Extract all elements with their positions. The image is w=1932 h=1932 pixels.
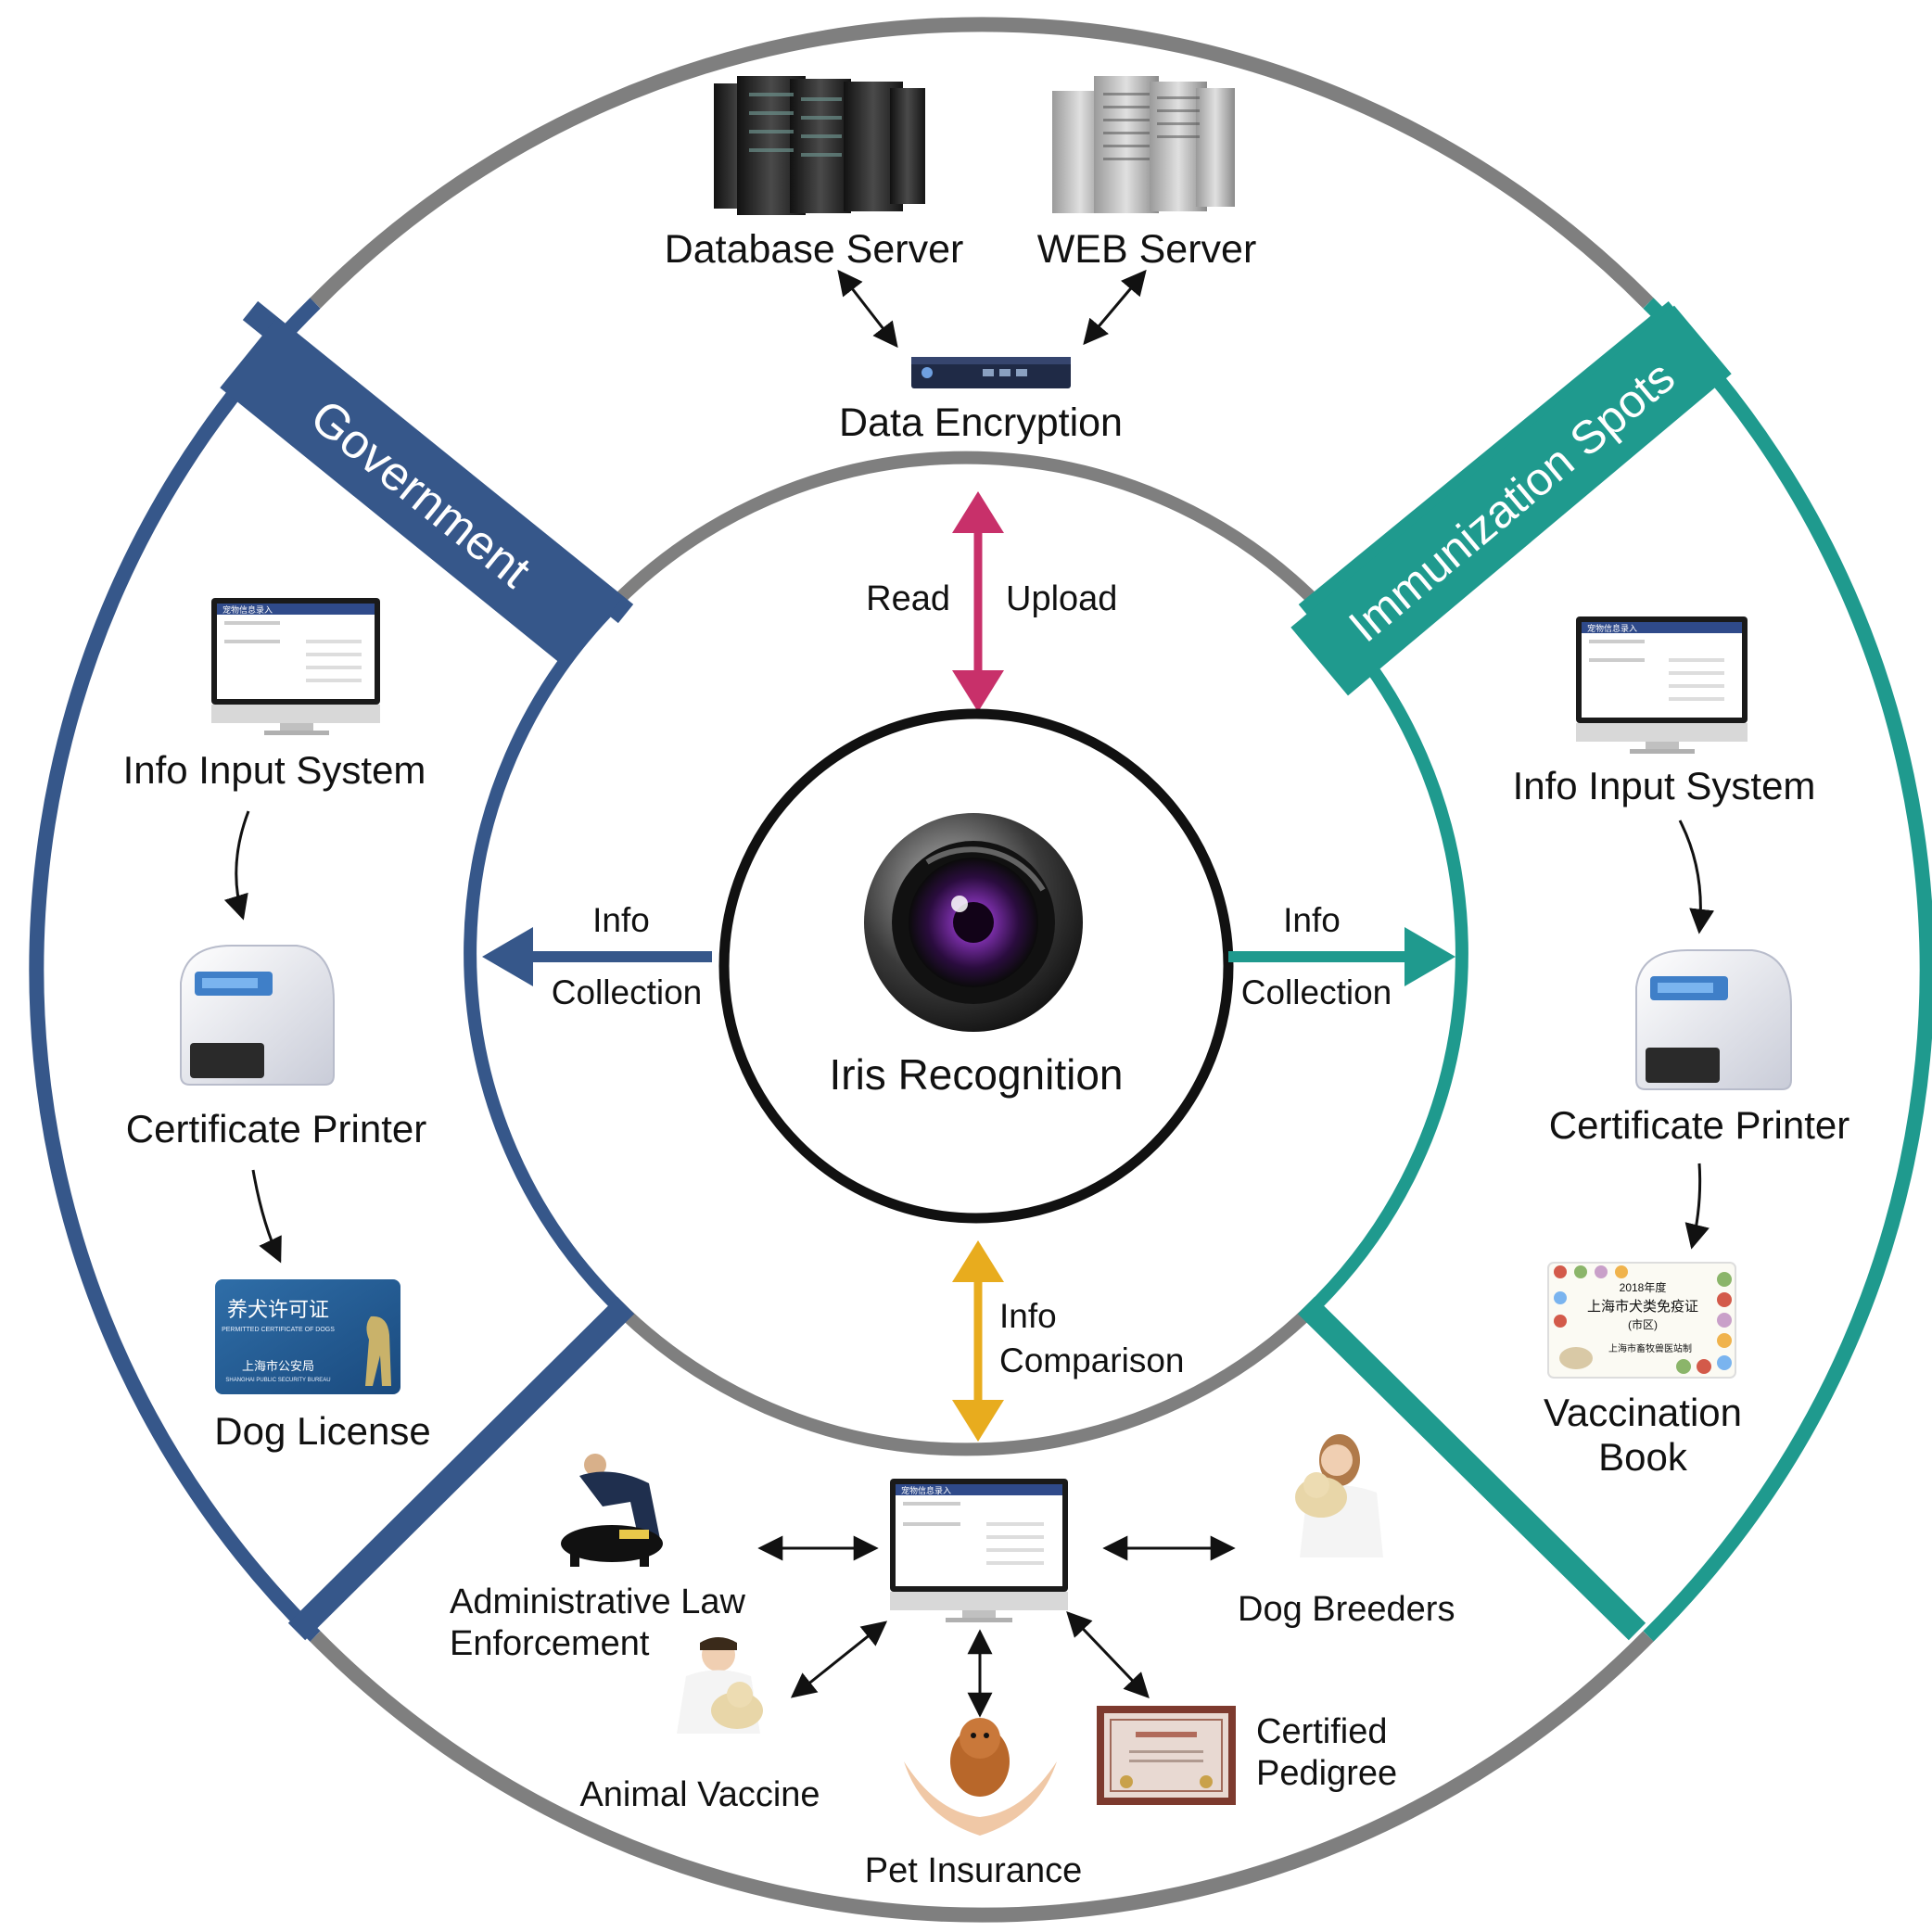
web-server-icon (1052, 76, 1235, 213)
imm-printer-icon (1635, 949, 1792, 1090)
vaccine-bidirectional-arrow (790, 1621, 888, 1698)
certified-pedigree-image (1097, 1706, 1236, 1805)
data-encryption-label: Data Encryption (839, 400, 1123, 445)
gov-input-system-label: Info Input System (123, 748, 426, 792)
database-server-label: Database Server (665, 227, 964, 272)
left-collection-label: Collection (552, 973, 702, 1011)
government-computer-icon: 宠物信息录入 (211, 598, 380, 735)
dog-license-card: 养犬许可证 PERMITTED CERTIFICATE OF DOGS 上海市公… (215, 1279, 400, 1394)
upload-label: Upload (1006, 579, 1117, 618)
gov-arrow-to-license (251, 1169, 282, 1264)
book-card-year: 2018年度 (1620, 1280, 1667, 1294)
immunization-computer-icon: 宠物信息录入 (1576, 616, 1748, 754)
pedigree-bidirectional-arrow (1066, 1611, 1150, 1698)
bottom-computer-icon: 宠物信息录入 (890, 1479, 1068, 1622)
imm-arrow-to-book (1684, 1163, 1710, 1250)
immunization-banner-label: Immunization Spots (1339, 350, 1684, 652)
imm-input-system-label: Info Input System (1513, 764, 1816, 807)
web-encryption-arrow (1083, 269, 1147, 346)
book-card-area: (市区) (1628, 1317, 1658, 1331)
camera-lens-icon (864, 813, 1083, 1032)
right-collection-label: Collection (1241, 973, 1392, 1011)
pedigree-label-line1: Certified (1256, 1712, 1388, 1751)
animal-vaccine-label: Animal Vaccine (579, 1775, 820, 1814)
imm-screen-header: 宠物信息录入 (1587, 623, 1637, 633)
gov-printer-label: Certificate Printer (126, 1107, 426, 1150)
license-card-issuer-en: SHANGHAI PUBLIC SECURITY BUREAU (225, 1378, 330, 1383)
law-label-line2: Enforcement (450, 1624, 650, 1663)
outer-ring (29, 17, 1932, 1923)
law-label-line1: Administrative Law (450, 1582, 745, 1621)
vaccination-book-card: 2018年度 上海市犬类免疫证 (市区) 上海市畜牧兽医站制 (1547, 1262, 1736, 1379)
dog-breeders-label: Dog Breeders (1238, 1590, 1455, 1629)
database-server-icon (714, 76, 925, 215)
iris-recognition-label: Iris Recognition (829, 1050, 1123, 1099)
dog-breeders-image (1295, 1434, 1383, 1557)
vaccination-label-line2: Book (1598, 1435, 1688, 1479)
pet-insurance-label: Pet Insurance (865, 1851, 1082, 1890)
comparison-info-label: Info (999, 1297, 1057, 1335)
middle-ring (464, 451, 1468, 1456)
read-label: Read (866, 579, 950, 618)
left-info-label: Info (592, 901, 650, 939)
encryption-device-icon (911, 357, 1071, 388)
vaccination-label-line1: Vaccination (1544, 1391, 1742, 1434)
gov-arrow-to-printer (223, 810, 250, 921)
law-enforcement-image (561, 1454, 663, 1567)
web-server-label: WEB Server (1037, 227, 1257, 272)
gov-printer-icon (180, 945, 335, 1086)
db-encryption-arrow (837, 269, 898, 349)
bottom-screen-header: 宠物信息录入 (901, 1485, 951, 1495)
book-card-title: 上海市犬类免疫证 (1587, 1299, 1698, 1315)
license-card-issuer: 上海市公安局 (242, 1359, 314, 1373)
license-card-title: 养犬许可证 (227, 1298, 329, 1321)
government-banner-label: Government (300, 389, 540, 598)
pedigree-label-line2: Pedigree (1256, 1754, 1397, 1793)
license-card-subtitle: PERMITTED CERTIFICATE OF DOGS (222, 1327, 335, 1333)
imm-printer-label: Certificate Printer (1549, 1103, 1849, 1147)
animal-vaccine-image (677, 1637, 763, 1734)
book-card-issuer: 上海市畜牧兽医站制 (1608, 1342, 1692, 1354)
imm-arrow-to-printer (1678, 820, 1715, 934)
gov-screen-header: 宠物信息录入 (222, 604, 273, 615)
dog-license-label: Dog License (214, 1409, 430, 1453)
right-info-label: Info (1283, 901, 1341, 939)
pet-insurance-image (904, 1718, 1057, 1836)
comparison-label: Comparison (999, 1341, 1184, 1379)
